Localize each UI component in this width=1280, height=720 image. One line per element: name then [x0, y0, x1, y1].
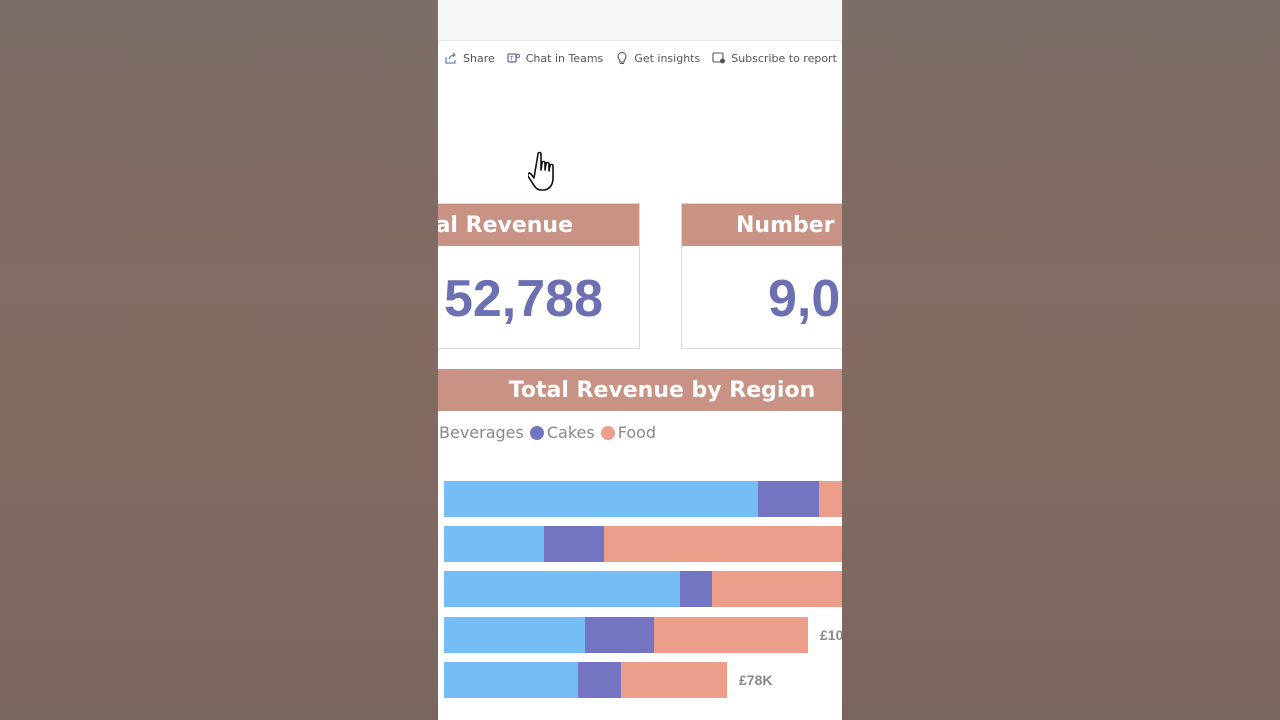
bar-segment-food[interactable] — [712, 571, 842, 607]
bar-row[interactable] — [444, 481, 842, 517]
bar-segment-food[interactable] — [621, 662, 727, 698]
chart-title: Total Revenue by Region — [508, 377, 816, 403]
card-value: 9,0 — [768, 270, 841, 328]
bar-row[interactable] — [444, 526, 842, 562]
hand-pointer-icon — [528, 151, 554, 191]
subscribe-label: Subscribe to report — [731, 51, 837, 65]
stacked-bar-chart: £10 £78K — [444, 481, 842, 701]
bar-segment-food[interactable] — [819, 481, 842, 517]
lightbulb-icon — [617, 51, 627, 65]
chart-legend: Beverages Cakes Food — [439, 423, 656, 442]
share-icon — [445, 52, 456, 64]
report-view: Share T Chat in Teams Get insights Subsc… — [438, 0, 842, 720]
legend-dot — [529, 425, 544, 440]
bar-row[interactable] — [444, 617, 808, 653]
bar-row[interactable] — [444, 571, 842, 607]
bar-segment-beverages[interactable] — [444, 526, 544, 562]
chat-label: Chat in Teams — [525, 51, 604, 65]
legend-label: Food — [617, 423, 657, 442]
legend-item-food[interactable]: Food — [600, 423, 657, 442]
subscribe-icon — [712, 52, 726, 64]
total-revenue-card[interactable]: al Revenue 52,788 — [438, 203, 640, 349]
report-toolbar: Share T Chat in Teams Get insights Subsc… — [444, 48, 842, 68]
insights-label: Get insights — [634, 51, 701, 65]
bar-data-label: £78K — [739, 672, 773, 688]
card-value: 52,788 — [443, 270, 603, 328]
card-title: al Revenue — [438, 204, 639, 246]
bar-segment-cakes[interactable] — [544, 526, 604, 562]
bar-segment-cakes[interactable] — [578, 662, 621, 698]
share-label: Share — [463, 51, 495, 65]
bar-data-label: £10 — [820, 627, 842, 643]
get-insights-button[interactable]: Get insights — [615, 51, 700, 65]
card-title: Number — [682, 204, 842, 246]
legend-item-cakes[interactable]: Cakes — [529, 423, 595, 442]
svg-text:T: T — [509, 56, 514, 63]
bar-segment-beverages[interactable] — [444, 662, 578, 698]
bar-segment-beverages[interactable] — [444, 481, 758, 517]
legend-item-beverages[interactable]: Beverages — [439, 423, 524, 442]
bar-row[interactable] — [444, 662, 727, 698]
legend-label: Cakes — [546, 423, 595, 442]
bar-segment-beverages[interactable] — [444, 571, 680, 607]
bar-segment-cakes[interactable] — [680, 571, 712, 607]
subscribe-button[interactable]: Subscribe to report — [712, 51, 837, 65]
bar-segment-beverages[interactable] — [444, 617, 585, 653]
legend-dot — [600, 425, 615, 440]
chart-title-bar: Total Revenue by Region — [438, 369, 842, 411]
share-button[interactable]: Share — [444, 51, 495, 65]
bar-segment-cakes[interactable] — [585, 617, 654, 653]
bar-segment-food[interactable] — [604, 526, 842, 562]
chat-in-teams-button[interactable]: T Chat in Teams — [507, 51, 604, 65]
number-card[interactable]: Number 9,0 — [681, 203, 842, 349]
bar-segment-food[interactable] — [654, 617, 808, 653]
teams-icon: T — [507, 53, 520, 63]
top-bar — [438, 0, 842, 41]
bar-segment-cakes[interactable] — [758, 481, 819, 517]
legend-label: Beverages — [439, 423, 524, 442]
